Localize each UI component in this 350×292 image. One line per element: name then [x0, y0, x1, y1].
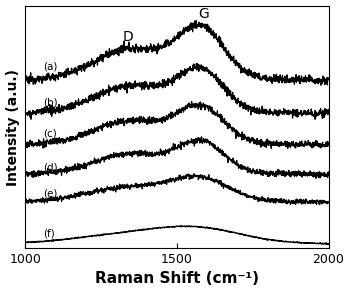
X-axis label: Raman Shift (cm⁻¹): Raman Shift (cm⁻¹): [95, 272, 259, 286]
Text: (e): (e): [43, 188, 58, 198]
Text: (b): (b): [43, 98, 58, 108]
Text: (c): (c): [43, 128, 57, 138]
Y-axis label: Intensity (a.u.): Intensity (a.u.): [6, 69, 20, 186]
Text: (f): (f): [43, 229, 55, 239]
Text: (d): (d): [43, 162, 58, 172]
Text: (a): (a): [43, 62, 58, 72]
Text: D: D: [123, 30, 134, 44]
Text: G: G: [199, 6, 210, 20]
